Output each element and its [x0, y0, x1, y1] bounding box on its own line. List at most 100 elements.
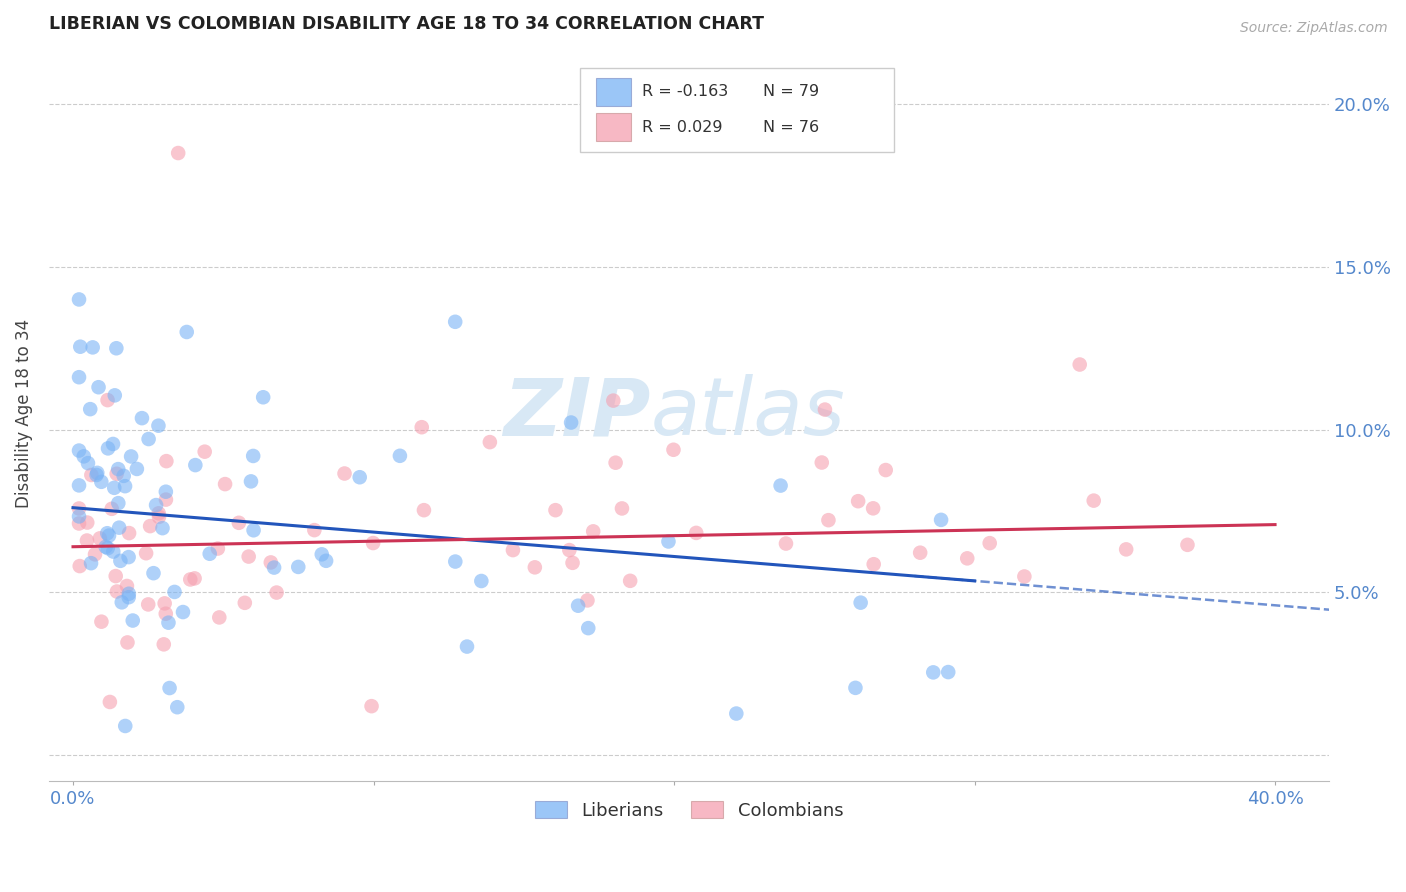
Liberians [263, 560, 285, 574]
Y-axis label: Disability Age 18 to 34: Disability Age 18 to 34 [15, 318, 32, 508]
Liberians [657, 534, 679, 549]
Colombians [89, 532, 111, 546]
Colombians [84, 547, 107, 561]
Colombians [100, 501, 122, 516]
Liberians [96, 526, 118, 541]
Colombians [238, 549, 260, 564]
Liberians [456, 640, 478, 654]
Liberians [444, 555, 467, 569]
Colombians [1115, 542, 1137, 557]
Colombians [167, 146, 190, 161]
Colombians [544, 503, 567, 517]
Liberians [152, 521, 174, 535]
Legend: Liberians, Colombians: Liberians, Colombians [527, 794, 851, 827]
Liberians [107, 496, 129, 510]
Colombians [814, 402, 837, 417]
Colombians [610, 501, 633, 516]
Liberians [108, 521, 131, 535]
Liberians [67, 478, 90, 492]
Liberians [560, 416, 582, 430]
Colombians [846, 494, 869, 508]
Colombians [523, 560, 546, 574]
Liberians [114, 719, 136, 733]
Text: R = 0.029: R = 0.029 [641, 120, 723, 135]
Colombians [228, 516, 250, 530]
Colombians [139, 519, 162, 533]
Colombians [685, 525, 707, 540]
Colombians [561, 556, 583, 570]
Liberians [101, 437, 124, 451]
Liberians [929, 513, 952, 527]
Colombians [875, 463, 897, 477]
Colombians [155, 492, 177, 507]
Liberians [97, 442, 120, 456]
Colombians [155, 607, 177, 621]
Liberians [121, 614, 143, 628]
Colombians [76, 516, 98, 530]
Liberians [155, 484, 177, 499]
Liberians [159, 681, 181, 695]
Liberians [67, 293, 90, 307]
Colombians [619, 574, 641, 588]
FancyBboxPatch shape [581, 68, 894, 153]
Liberians [444, 315, 467, 329]
Liberians [67, 509, 90, 524]
Colombians [90, 615, 112, 629]
Liberians [97, 541, 120, 555]
Liberians [90, 475, 112, 489]
Liberians [79, 402, 101, 417]
Liberians [198, 547, 221, 561]
Text: LIBERIAN VS COLOMBIAN DISABILITY AGE 18 TO 34 CORRELATION CHART: LIBERIAN VS COLOMBIAN DISABILITY AGE 18 … [49, 15, 763, 33]
Colombians [956, 551, 979, 566]
Bar [596, 113, 631, 141]
Text: ZIP: ZIP [503, 375, 651, 452]
Liberians [118, 591, 141, 605]
Liberians [849, 596, 872, 610]
Colombians [104, 569, 127, 583]
Colombians [810, 456, 832, 470]
Liberians [118, 587, 141, 601]
Colombians [117, 635, 139, 649]
Colombians [662, 442, 685, 457]
Bar [596, 78, 631, 106]
Liberians [242, 449, 264, 463]
Liberians [111, 595, 134, 609]
Liberians [138, 432, 160, 446]
Liberians [103, 544, 125, 558]
Liberians [98, 528, 121, 542]
Liberians [725, 706, 748, 721]
Liberians [311, 547, 333, 561]
Colombians [558, 543, 581, 558]
Colombians [194, 444, 217, 458]
Liberians [576, 621, 599, 635]
Liberians [470, 574, 492, 588]
Liberians [145, 498, 167, 512]
Colombians [153, 596, 176, 610]
Colombians [576, 593, 599, 607]
Colombians [115, 579, 138, 593]
Colombians [1014, 569, 1036, 583]
Liberians [176, 325, 198, 339]
Colombians [135, 546, 157, 560]
Colombians [98, 695, 121, 709]
Colombians [179, 573, 201, 587]
Liberians [172, 605, 194, 619]
Liberians [86, 466, 108, 480]
Colombians [605, 456, 627, 470]
Colombians [80, 468, 103, 483]
Liberians [844, 681, 866, 695]
Liberians [349, 470, 371, 484]
Liberians [163, 585, 186, 599]
Colombians [908, 546, 931, 560]
Liberians [105, 341, 128, 355]
Colombians [1177, 538, 1199, 552]
Liberians [242, 523, 264, 537]
Colombians [105, 467, 128, 481]
Liberians [104, 388, 127, 402]
Liberians [315, 554, 337, 568]
Colombians [233, 596, 256, 610]
Colombians [266, 585, 288, 599]
Colombians [1083, 493, 1105, 508]
Liberians [67, 443, 90, 458]
Colombians [67, 516, 90, 531]
